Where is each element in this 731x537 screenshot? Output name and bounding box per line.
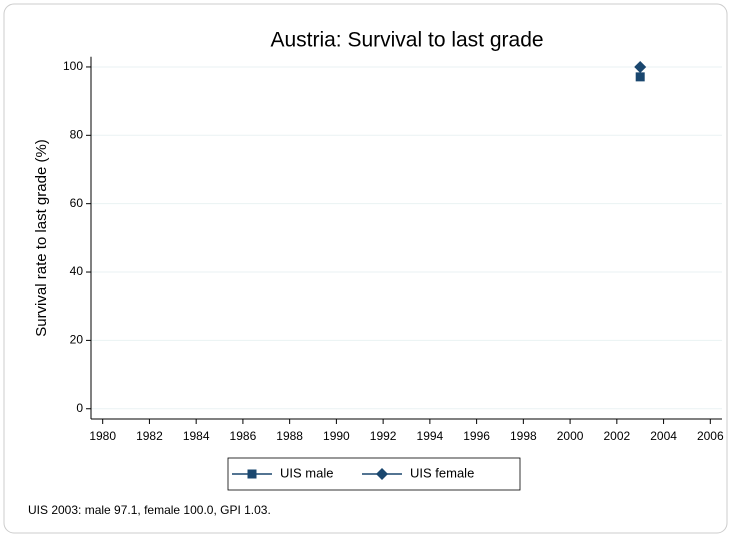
x-tick-label: 1996 xyxy=(463,429,490,443)
y-tick-label: 20 xyxy=(70,333,84,347)
x-tick-label: 1994 xyxy=(417,429,444,443)
x-tick-label: 1998 xyxy=(510,429,537,443)
x-tick-label: 1986 xyxy=(230,429,257,443)
x-tick-label: 1992 xyxy=(370,429,397,443)
x-tick-label: 1984 xyxy=(183,429,210,443)
x-tick-label: 1982 xyxy=(136,429,163,443)
chart-title: Austria: Survival to last grade xyxy=(270,29,543,52)
x-tick-label: 1988 xyxy=(276,429,303,443)
y-tick-label: 80 xyxy=(70,127,84,141)
x-tick-label: 2004 xyxy=(650,429,677,443)
legend-label: UIS female xyxy=(410,465,474,480)
note: UIS 2003: male 97.1, female 100.0, GPI 1… xyxy=(28,503,271,517)
legend-marker xyxy=(376,468,388,480)
x-tick-label: 2002 xyxy=(603,429,630,443)
y-tick-label: 40 xyxy=(70,264,84,278)
y-axis-label: Survival rate to last grade (%) xyxy=(33,139,50,337)
legend-label: UIS male xyxy=(280,465,333,480)
y-tick-label: 100 xyxy=(63,59,83,73)
x-tick-label: 2006 xyxy=(697,429,724,443)
x-tick-label: 2000 xyxy=(557,429,584,443)
legend-marker xyxy=(247,469,257,479)
y-tick-label: 60 xyxy=(70,196,84,210)
x-tick-label: 1980 xyxy=(89,429,116,443)
data-point xyxy=(635,72,645,82)
chart-frame xyxy=(3,3,728,534)
x-tick-label: 1990 xyxy=(323,429,350,443)
data-point xyxy=(634,60,647,73)
y-tick-label: 0 xyxy=(76,401,83,415)
